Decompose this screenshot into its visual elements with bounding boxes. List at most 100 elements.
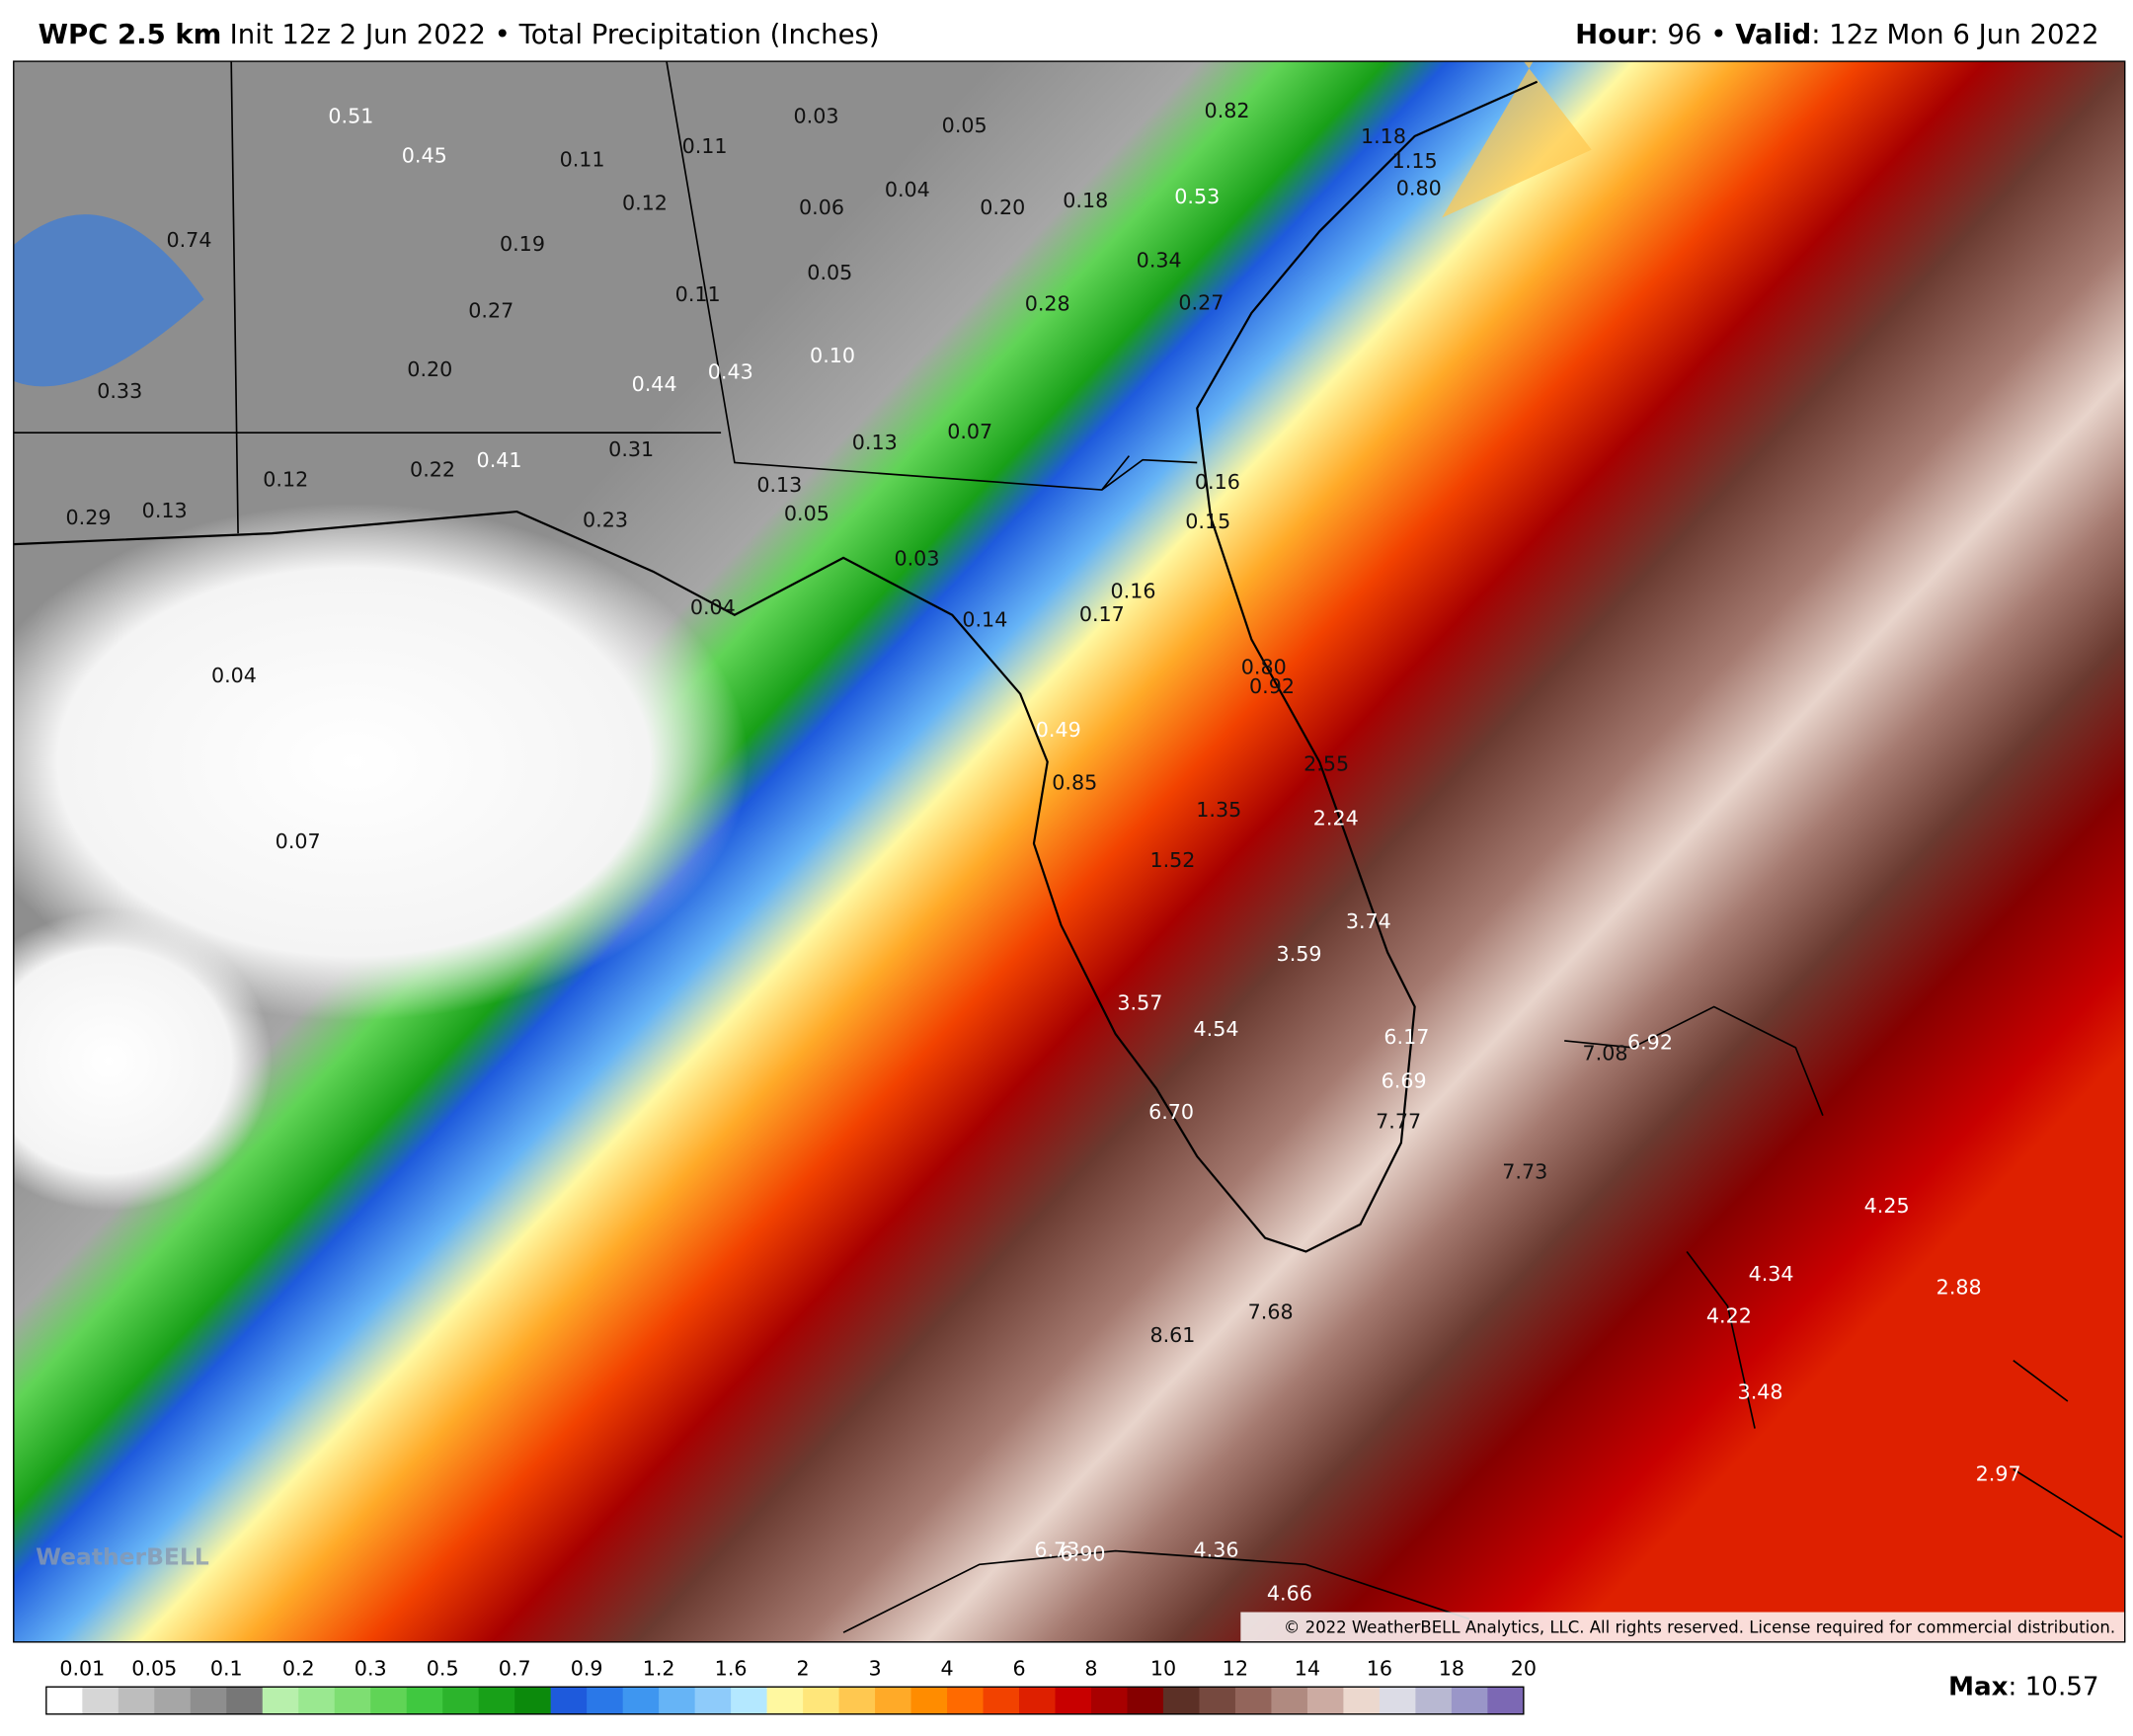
precip-label: 4.34 xyxy=(1749,1262,1794,1286)
legend-swatch xyxy=(1379,1687,1416,1714)
precip-label: 0.05 xyxy=(784,502,830,525)
copyright: © 2022 WeatherBELL Analytics, LLC. All r… xyxy=(1284,1618,2115,1637)
precip-label: 1.35 xyxy=(1196,798,1241,822)
precip-label: 0.13 xyxy=(756,473,802,497)
map-area: WeatherBELL © 2022 WeatherBELL Analytics… xyxy=(13,61,2125,1642)
precip-label: 8.61 xyxy=(1149,1323,1195,1347)
precip-label: 0.27 xyxy=(1178,290,1224,314)
precip-label: 0.03 xyxy=(794,105,839,128)
precip-label: 7.68 xyxy=(1248,1300,1294,1323)
precip-label: 0.45 xyxy=(402,144,447,168)
legend-tick-label: 0.9 xyxy=(571,1656,603,1680)
max-number: : 10.57 xyxy=(2009,1672,2099,1701)
legend-swatch xyxy=(910,1687,948,1714)
run-info: Init 12z 2 Jun 2022 • Total Precipitatio… xyxy=(230,19,880,50)
precip-label: 0.07 xyxy=(276,829,321,853)
precip-label: 7.73 xyxy=(1502,1160,1547,1184)
legend-swatch xyxy=(659,1687,696,1714)
legend-swatch xyxy=(1415,1687,1453,1714)
precip-patch xyxy=(1442,61,1592,218)
copyright-bg xyxy=(1240,1612,2125,1642)
legend-tick-label: 16 xyxy=(1367,1656,1392,1680)
legend: 0.01 0.05 0.1 0.2 0.3 0.5 0.7 0.9 1.2 1.6 2 3 4 6 8 10 1… xyxy=(45,1656,1537,1715)
precip-label: 3.59 xyxy=(1277,942,1322,966)
coastline xyxy=(13,80,1539,1253)
precip-label: 6.73 xyxy=(1034,1539,1079,1562)
precip-label: 6.69 xyxy=(1382,1068,1427,1092)
precip-label: 0.51 xyxy=(328,105,373,128)
legend-swatch xyxy=(370,1687,408,1714)
precip-label: 0.05 xyxy=(807,261,852,284)
precip-label: 0.13 xyxy=(142,499,188,522)
legend-tick-label: 8 xyxy=(1084,1656,1097,1680)
hour-value: : 96 • xyxy=(1649,19,1735,50)
precip-label: 6.70 xyxy=(1148,1100,1194,1124)
precip-label: 0.80 xyxy=(1241,656,1287,679)
legend-swatch xyxy=(1090,1687,1128,1714)
precip-label: 2.88 xyxy=(1936,1276,1982,1300)
precip-label: 4.25 xyxy=(1864,1194,1910,1218)
precip-label: 0.18 xyxy=(1063,189,1108,212)
legend-swatch xyxy=(947,1687,984,1714)
precip-label: 0.74 xyxy=(166,228,211,252)
precip-label: 4.66 xyxy=(1267,1582,1312,1606)
legend-swatch xyxy=(190,1687,227,1714)
legend-tick-label: 3 xyxy=(868,1656,881,1680)
max-value: Max: 10.57 xyxy=(1948,1672,2099,1701)
precip-label: 0.11 xyxy=(675,282,721,306)
precip-label: 0.04 xyxy=(211,664,257,687)
legend-tick-label: 0.1 xyxy=(210,1656,243,1680)
precip-label: 2.97 xyxy=(1976,1461,2021,1485)
legend-swatch xyxy=(298,1687,336,1714)
legend-swatch xyxy=(514,1687,552,1714)
valid-value: : 12z Mon 6 Jun 2022 xyxy=(1811,19,2098,50)
precip-label: 3.57 xyxy=(1117,991,1162,1015)
model: WPC 2.5 km xyxy=(39,19,222,50)
precip-label: 7.08 xyxy=(1583,1042,1628,1065)
legend-swatch xyxy=(1162,1687,1200,1714)
legend-swatch xyxy=(1451,1687,1488,1714)
precip-label: 3.48 xyxy=(1738,1381,1783,1404)
legend-tick-label: 0.3 xyxy=(355,1656,387,1680)
precip-label: 0.23 xyxy=(583,509,628,532)
legend-swatch xyxy=(1234,1687,1272,1714)
legend-tick-label: 6 xyxy=(1012,1656,1025,1680)
precip-patch xyxy=(13,214,204,387)
legend-tick-label: 1.6 xyxy=(715,1656,748,1680)
legend-swatch xyxy=(622,1687,660,1714)
state-borders xyxy=(13,61,1198,534)
legend-tick-label: 1.2 xyxy=(643,1656,675,1680)
legend-tick-label: 0.7 xyxy=(499,1656,531,1680)
precip-label: 4.22 xyxy=(1706,1304,1752,1328)
precip-label: 0.12 xyxy=(263,467,308,491)
precip-label: 0.41 xyxy=(477,448,522,472)
legend-swatch xyxy=(1019,1687,1056,1714)
title: WPC 2.5 km Init 12z 2 Jun 2022 • Total Pr… xyxy=(39,19,880,50)
legend-swatch xyxy=(1271,1687,1308,1714)
hour-key: Hour xyxy=(1575,19,1650,50)
precip-label: 0.53 xyxy=(1174,185,1220,208)
legend-frame xyxy=(45,1686,1525,1715)
precip-label: 6.17 xyxy=(1383,1025,1429,1049)
legend-swatch xyxy=(1487,1687,1525,1714)
precip-label: 0.11 xyxy=(682,134,728,158)
legend-swatch xyxy=(1343,1687,1381,1714)
legend-swatch xyxy=(731,1687,768,1714)
valid-key: Valid xyxy=(1735,19,1811,50)
precip-label: 0.16 xyxy=(1195,470,1240,494)
precip-label: 0.20 xyxy=(980,196,1025,219)
legend-swatch xyxy=(838,1687,876,1714)
precip-label: 0.34 xyxy=(1137,249,1182,273)
legend-swatch xyxy=(406,1687,443,1714)
legend-swatch xyxy=(262,1687,299,1714)
legend-swatch xyxy=(694,1687,732,1714)
legend-tick-label: 18 xyxy=(1439,1656,1464,1680)
precip-label: 2.24 xyxy=(1313,806,1359,829)
legend-swatch xyxy=(118,1687,155,1714)
legend-swatch xyxy=(154,1687,192,1714)
legend-swatch xyxy=(1127,1687,1164,1714)
precip-label: 0.85 xyxy=(1052,771,1097,795)
precip-label: 0.12 xyxy=(622,192,668,215)
point-labels: 0.51 0.45 0.11 0.11 0.03 0.05 0.82 1.181.15 0.80… xyxy=(66,99,2021,1606)
